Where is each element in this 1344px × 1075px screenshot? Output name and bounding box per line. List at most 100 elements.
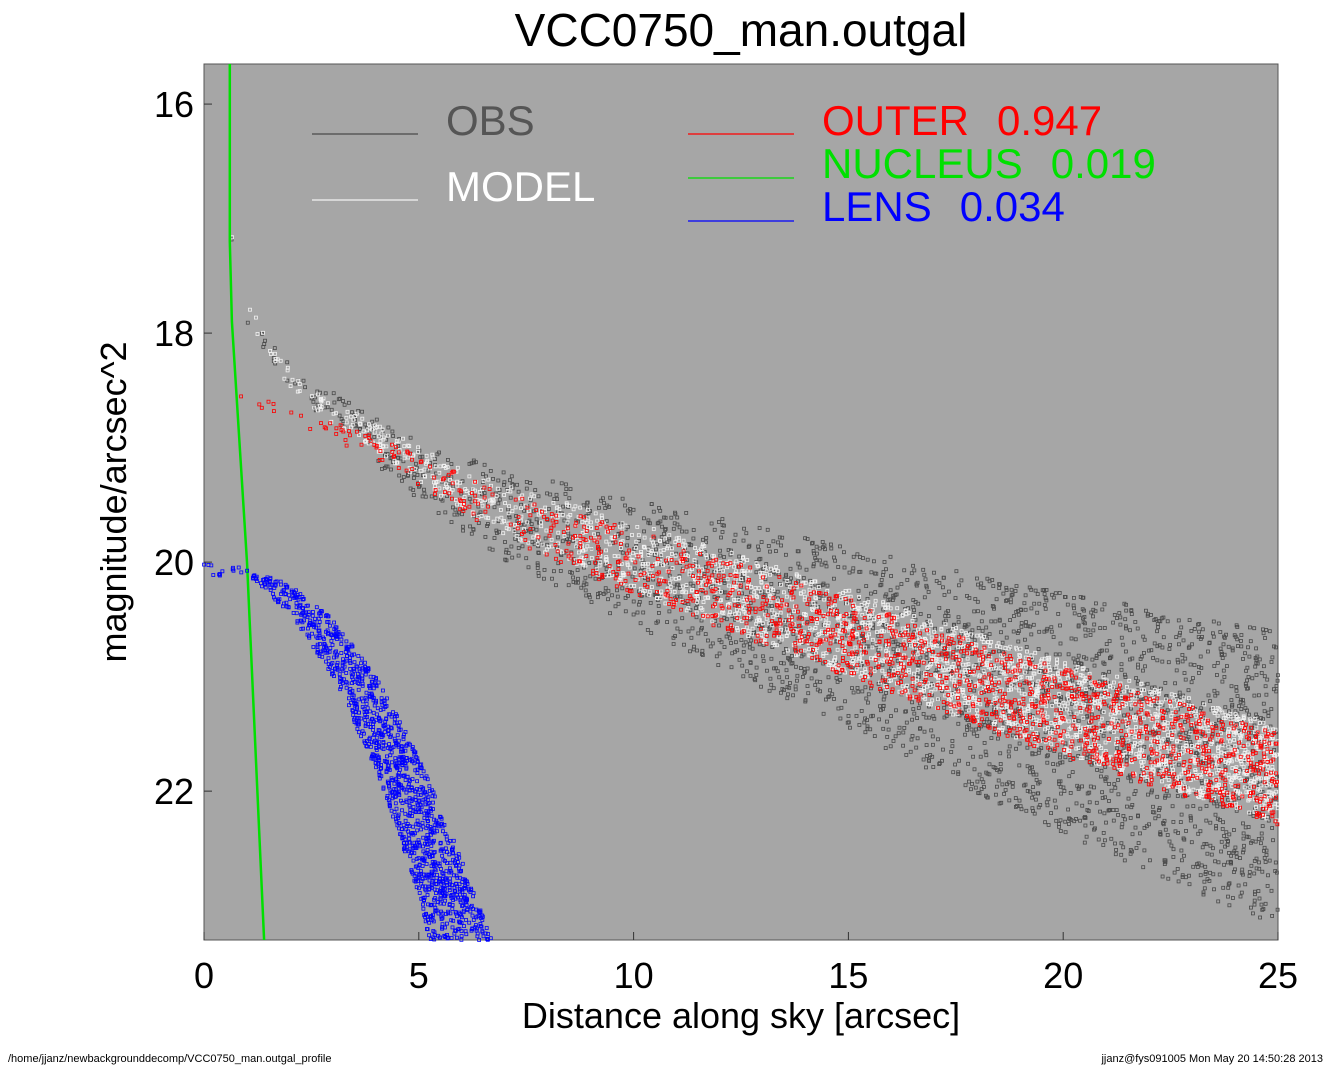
obs-point (559, 481, 564, 486)
obs-point (1202, 886, 1207, 891)
obs-point (1130, 656, 1135, 661)
obs-point (925, 619, 930, 624)
obs-point (829, 546, 834, 551)
obs-point (418, 455, 423, 460)
obs-point (889, 714, 893, 718)
obs-point (895, 622, 900, 627)
obs-point (524, 486, 529, 491)
obs-point (1214, 826, 1218, 831)
obs-point (744, 531, 749, 536)
obs-point (993, 619, 998, 624)
obs-point (1233, 867, 1237, 872)
obs-point (1252, 693, 1257, 698)
obs-point (691, 528, 696, 532)
obs-point (943, 614, 948, 618)
obs-point (802, 671, 807, 675)
obs-point (1252, 723, 1257, 728)
obs-point (922, 729, 927, 734)
obs-point (1102, 602, 1107, 607)
obs-point (1072, 611, 1077, 616)
obs-point (631, 599, 636, 604)
obs-point (341, 399, 345, 403)
obs-point (998, 751, 1003, 756)
obs-point (1205, 851, 1210, 856)
obs-point (1194, 751, 1198, 756)
obs-point (862, 720, 867, 725)
obs-point (1173, 697, 1178, 702)
obs-point (1116, 694, 1120, 699)
obs-point (768, 549, 772, 554)
obs-point (1014, 746, 1018, 751)
obs-point (1011, 629, 1016, 634)
obs-point (1223, 763, 1228, 768)
obs-point (869, 591, 873, 596)
obs-point (1153, 704, 1158, 708)
obs-point (1230, 646, 1235, 651)
obs-point (503, 540, 507, 544)
obs-point (694, 606, 698, 610)
obs-point (1231, 896, 1235, 900)
obs-point (1216, 621, 1221, 626)
obs-point (1010, 784, 1015, 789)
obs-point (1241, 848, 1246, 852)
obs-point (741, 538, 746, 543)
obs-point (645, 628, 650, 632)
obs-point (507, 513, 511, 518)
obs-point (1101, 831, 1106, 835)
obs-point (809, 676, 814, 681)
obs-point (552, 569, 556, 574)
obs-point (856, 689, 861, 694)
obs-point (1116, 813, 1120, 817)
obs-point (1262, 849, 1266, 853)
obs-point (567, 496, 572, 501)
obs-point (1215, 804, 1220, 809)
obs-point (931, 742, 935, 747)
obs-point (397, 473, 402, 478)
obs-point (1226, 885, 1231, 890)
obs-point (1067, 774, 1072, 779)
obs-point (1083, 823, 1088, 828)
obs-point (1042, 603, 1047, 607)
obs-point (1152, 618, 1157, 622)
obs-point (967, 723, 971, 728)
obs-point (1134, 676, 1138, 680)
obs-point (1269, 707, 1274, 711)
obs-point (1100, 607, 1105, 612)
obs-point (1098, 809, 1102, 814)
obs-point (1241, 831, 1246, 836)
obs-point (1029, 606, 1034, 611)
obs-point (649, 631, 654, 635)
obs-point (1180, 873, 1185, 878)
obs-point (1273, 860, 1278, 865)
obs-point (469, 531, 474, 536)
obs-point (942, 593, 947, 597)
obs-point (1213, 812, 1218, 817)
obs-point (911, 563, 915, 568)
obs-point (1211, 619, 1216, 624)
obs-point (775, 589, 780, 594)
obs-point (924, 765, 928, 770)
obs-point (796, 561, 801, 566)
obs-point (748, 673, 753, 678)
obs-point (1177, 690, 1182, 695)
obs-point (311, 399, 316, 404)
obs-point (1200, 627, 1205, 632)
obs-point (1165, 833, 1170, 837)
obs-point (1269, 660, 1274, 664)
obs-point (1219, 839, 1224, 844)
obs-point (1260, 907, 1265, 912)
obs-point (1010, 781, 1015, 785)
obs-point (401, 475, 406, 480)
obs-point (937, 762, 942, 766)
obs-point (1138, 831, 1142, 836)
obs-point (1176, 762, 1181, 767)
obs-point (1123, 675, 1128, 679)
obs-point (1252, 859, 1257, 863)
obs-point (910, 717, 914, 722)
obs-point (382, 452, 387, 457)
obs-point (1025, 789, 1030, 793)
obs-point (1157, 806, 1162, 810)
obs-point (1188, 662, 1193, 667)
obs-point (1157, 643, 1162, 648)
obs-point (656, 604, 661, 608)
